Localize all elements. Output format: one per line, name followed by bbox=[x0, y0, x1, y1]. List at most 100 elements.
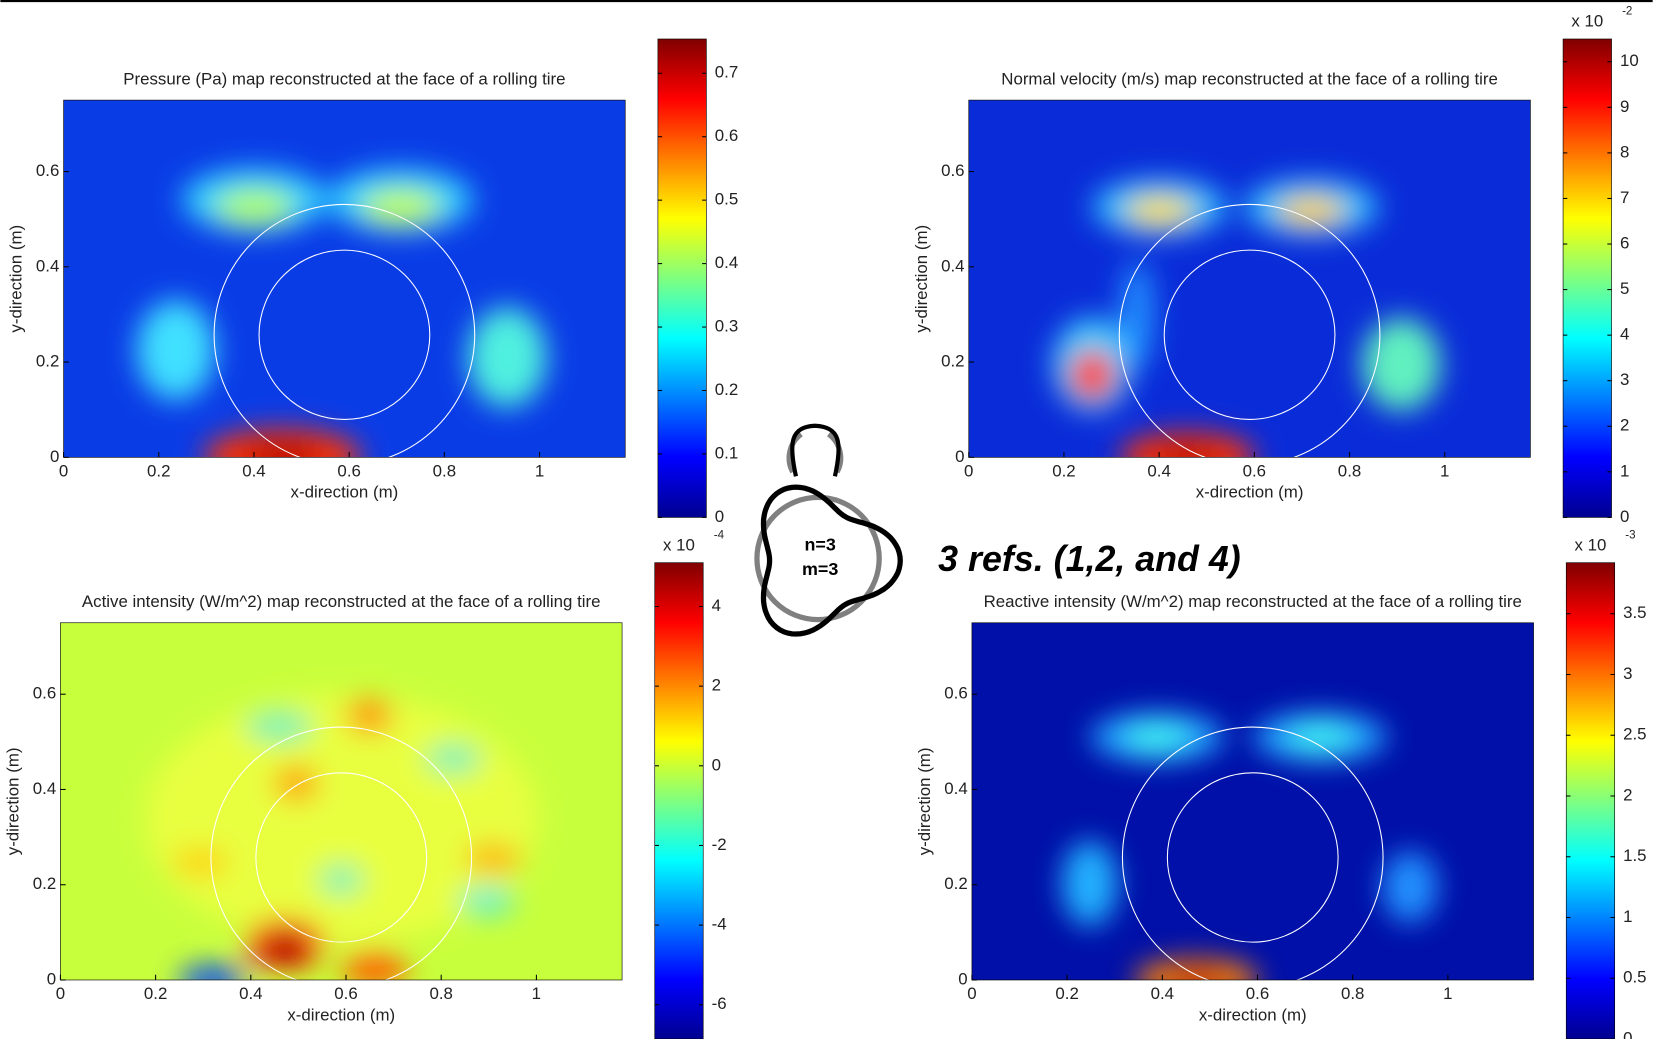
colorbar-tick-label: 0 bbox=[715, 507, 724, 526]
annotation: 3 refs. (1,2, and 4) bbox=[938, 539, 1241, 579]
axes-frame bbox=[63, 99, 626, 458]
heatmap-blob bbox=[467, 307, 547, 408]
x-tick-label: 0.4 bbox=[1147, 462, 1170, 481]
axes-frame bbox=[60, 622, 623, 981]
x-tick-label: 0 bbox=[964, 462, 973, 481]
colorbar-tick-label: 2.5 bbox=[1623, 725, 1646, 744]
x-axis-label: x-direction (m) bbox=[287, 1005, 395, 1024]
heatmap-panel: 0 0.2 0.4 0.6 0.8 1 0 0.2 0.4 0.6 Reactive intensi… bbox=[915, 529, 1647, 1039]
x-tick-label: 0.8 bbox=[433, 462, 456, 481]
heatmap-blob bbox=[1126, 196, 1194, 226]
colorbar-tick-label: 1 bbox=[1623, 907, 1632, 926]
heatmap-blob bbox=[464, 844, 521, 873]
colorbar-tick-label: 0.5 bbox=[1623, 968, 1646, 987]
axes-frame bbox=[971, 622, 1534, 981]
x-tick-label: 0.6 bbox=[337, 462, 360, 481]
heatmap-blob bbox=[172, 847, 229, 877]
colorbar-tick-label: 0 bbox=[712, 755, 721, 774]
colorbar-tick-label: 0.5 bbox=[715, 190, 738, 209]
colorbar-tick-label: 4 bbox=[1620, 325, 1629, 344]
colorbar-tick-label: -6 bbox=[712, 994, 727, 1013]
colorbar-tick-label: 7 bbox=[1620, 188, 1629, 207]
x-tick-label: 1 bbox=[1440, 462, 1449, 481]
x-tick-label: 1 bbox=[535, 462, 544, 481]
x-tick-label: 0.6 bbox=[334, 984, 357, 1003]
colorbar-tick-label: 0.1 bbox=[715, 443, 738, 462]
tire-inner bbox=[255, 772, 428, 943]
colorbar-exponent: -3 bbox=[1625, 529, 1635, 541]
heatmap-blob bbox=[273, 765, 319, 802]
heatmap-blob bbox=[341, 951, 409, 980]
y-tick-label: 0.6 bbox=[33, 684, 56, 703]
colorbar-tick-label: 0.7 bbox=[715, 63, 738, 82]
heatmap-blob bbox=[1061, 840, 1118, 927]
heatmap-blob bbox=[1123, 722, 1191, 752]
colorbar-tick-label: 3 bbox=[1620, 370, 1629, 389]
colorbar-tick-label: 3.5 bbox=[1623, 603, 1646, 622]
heatmap-blobs bbox=[136, 167, 547, 458]
x-tick-label: 0.8 bbox=[1338, 462, 1361, 481]
colorbar-exponent: -2 bbox=[1622, 6, 1632, 18]
x-tick-label: 1 bbox=[532, 984, 541, 1003]
heatmap-background bbox=[63, 100, 626, 458]
heatmap-blob bbox=[1381, 851, 1439, 923]
colorbar-tick-label: 2 bbox=[1620, 416, 1629, 435]
colorbar-scale: x 10 bbox=[1571, 12, 1603, 31]
x-tick-label: 0.8 bbox=[1341, 984, 1364, 1003]
colorbar-tick-label: 4 bbox=[712, 596, 721, 615]
x-tick-label: 0.4 bbox=[242, 462, 265, 481]
heatmap-blob bbox=[425, 744, 482, 773]
heatmap-blob bbox=[215, 189, 294, 226]
y-tick-label: 0.4 bbox=[944, 779, 967, 798]
colorbar-tick-label: 2 bbox=[1623, 785, 1632, 804]
tire-outer bbox=[213, 203, 476, 458]
heatmap-blob bbox=[1277, 196, 1346, 226]
y-axis-label: y-direction (m) bbox=[7, 225, 26, 333]
gray-arc bbox=[786, 432, 803, 474]
chart-title: Active intensity (W/m^2) map reconstruct… bbox=[82, 592, 601, 611]
x-axis-label: x-direction (m) bbox=[291, 483, 399, 502]
colorbar-tick-label: 0.3 bbox=[715, 316, 738, 335]
x-tick-label: 0.4 bbox=[239, 984, 262, 1003]
colorbar-tick-label: 0.2 bbox=[715, 380, 738, 399]
colorbar-exponent: -4 bbox=[714, 529, 725, 541]
y-tick-label: 0.2 bbox=[33, 874, 56, 893]
y-tick-label: 0.6 bbox=[944, 684, 967, 703]
heatmap-blob bbox=[1154, 446, 1222, 458]
heatmap-blob bbox=[1361, 318, 1441, 411]
y-axis-label: y-direction (m) bbox=[912, 225, 931, 333]
y-tick-label: 0.4 bbox=[941, 256, 964, 275]
colorbar-tick-label: 0.6 bbox=[715, 126, 738, 145]
y-tick-label: 0.4 bbox=[33, 779, 56, 798]
mode-diagram: n=3 m=3 bbox=[754, 423, 903, 637]
heatmap-panel: 0 0.2 0.4 0.6 0.8 1 0 0.2 0.4 0.6 Pressure (Pa) ma… bbox=[7, 38, 738, 526]
x-tick-label: 0 bbox=[967, 984, 976, 1003]
x-tick-label: 0 bbox=[59, 462, 68, 481]
colorbar-tick-label: 2 bbox=[712, 676, 721, 695]
colorbar-scale: x 10 bbox=[663, 535, 695, 554]
x-tick-label: 0.2 bbox=[1052, 462, 1075, 481]
tire-inner bbox=[1166, 772, 1339, 943]
heatmap-blobs bbox=[144, 694, 538, 980]
colorbar-scale: x 10 bbox=[1575, 535, 1607, 554]
heatmap-image bbox=[63, 100, 626, 458]
x-tick-label: 0.6 bbox=[1246, 984, 1269, 1003]
colorbar bbox=[1565, 562, 1616, 1039]
x-tick-label: 0.6 bbox=[1243, 462, 1266, 481]
heatmap-blob bbox=[1286, 722, 1354, 752]
tire-outer bbox=[1118, 203, 1381, 458]
mode-n: n=3 bbox=[804, 535, 835, 555]
chart-title: Normal velocity (m/s) map reconstructed … bbox=[1001, 70, 1498, 89]
y-tick-label: 0 bbox=[47, 969, 56, 988]
mode-shape bbox=[760, 484, 903, 637]
heatmap-blob bbox=[318, 865, 364, 895]
colorbar-tick-label: -2 bbox=[712, 835, 727, 854]
y-tick-label: 0.4 bbox=[36, 256, 59, 275]
tire-inner bbox=[258, 249, 431, 420]
colorbar-tick-label: 0 bbox=[1620, 507, 1629, 526]
colorbar-tick-label: 0 bbox=[1623, 1028, 1632, 1039]
chart-title: Pressure (Pa) map reconstructed at the f… bbox=[123, 70, 565, 89]
y-axis-label: y-direction (m) bbox=[915, 748, 934, 856]
heatmap-blob bbox=[245, 712, 314, 741]
